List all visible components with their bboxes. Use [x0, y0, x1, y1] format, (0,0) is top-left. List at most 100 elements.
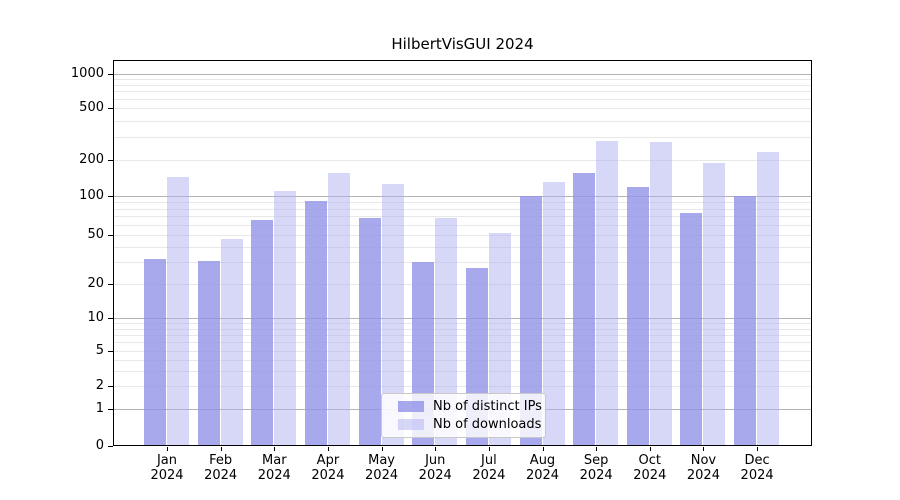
bar-distinct-ips — [144, 258, 166, 446]
minor-gridline — [113, 235, 812, 236]
x-tick-label: Feb 2024 — [204, 453, 238, 483]
x-tick-label: Oct 2024 — [633, 453, 667, 483]
y-tick-mark — [108, 284, 113, 285]
y-tick-mark — [108, 446, 113, 447]
legend-label-downloads: Nb of downloads — [433, 417, 542, 432]
minor-gridline — [113, 342, 812, 344]
x-tick-mark — [167, 447, 168, 451]
bar-downloads — [435, 217, 458, 446]
y-tick-mark — [108, 386, 113, 387]
y-tick-label: 0 — [95, 438, 104, 453]
y-tick-label: 500 — [79, 100, 104, 115]
bar-downloads — [757, 152, 780, 446]
bar-distinct-ips — [197, 260, 220, 446]
x-tick-mark — [488, 447, 490, 451]
y-tick-label: 10 — [87, 310, 104, 325]
y-tick-mark — [108, 74, 113, 75]
minor-gridline — [113, 323, 812, 325]
bar-distinct-ips — [358, 217, 381, 446]
y-tick-label: 5 — [95, 343, 104, 358]
x-tick-label: Sep 2024 — [579, 453, 613, 483]
bar-downloads — [381, 184, 404, 446]
plot-area — [113, 60, 812, 446]
minor-gridline — [113, 262, 812, 264]
minor-gridline — [113, 334, 812, 336]
x-tick-mark — [327, 447, 329, 451]
x-tick-label: Mar 2024 — [257, 453, 291, 483]
minor-gridline — [113, 84, 812, 86]
y-tick-mark — [108, 318, 113, 319]
bar-downloads — [327, 173, 350, 446]
x-tick-mark — [703, 447, 705, 451]
bar-distinct-ips — [626, 186, 649, 446]
x-tick-mark — [649, 447, 651, 451]
bar-downloads — [488, 232, 511, 446]
minor-gridline — [113, 79, 812, 81]
x-tick-mark — [435, 447, 437, 451]
y-tick-mark — [108, 409, 113, 410]
x-tick-label: Nov 2024 — [686, 453, 720, 483]
bar-distinct-ips — [251, 220, 274, 446]
y-tick-label: 2 — [95, 378, 104, 393]
x-tick-label: Jul 2024 — [472, 453, 506, 483]
legend-item-distinct-ips: Nb of distinct IPs — [390, 399, 542, 414]
x-tick-mark — [757, 447, 759, 451]
legend-swatch-downloads — [398, 419, 424, 430]
bar-downloads — [703, 162, 726, 446]
minor-gridline — [113, 160, 812, 161]
y-tick-label: 20 — [87, 276, 104, 291]
minor-gridline — [113, 284, 812, 285]
bar-distinct-ips — [680, 212, 703, 446]
major-gridline — [113, 74, 812, 75]
y-tick-mark — [108, 160, 113, 161]
y-tick-label: 50 — [87, 227, 104, 242]
bar-downloads — [649, 141, 672, 446]
minor-gridline — [113, 108, 812, 109]
y-tick-mark — [108, 235, 113, 236]
y-tick-label: 1 — [95, 401, 104, 416]
x-tick-mark — [274, 447, 276, 451]
minor-gridline — [113, 99, 812, 101]
minor-gridline — [113, 201, 812, 203]
bar-downloads — [542, 182, 565, 446]
x-tick-mark — [542, 447, 544, 451]
legend-label-distinct-ips: Nb of distinct IPs — [433, 399, 542, 414]
x-tick-label: Dec 2024 — [740, 453, 774, 483]
chart-title: HilbertVisGUI 2024 — [391, 35, 534, 53]
minor-gridline — [113, 386, 812, 387]
minor-gridline — [113, 351, 812, 352]
minor-gridline — [113, 359, 812, 361]
x-tick-label: Aug 2024 — [525, 453, 560, 483]
x-tick-mark — [596, 447, 598, 451]
major-gridline — [113, 318, 812, 319]
legend-item-downloads: Nb of downloads — [390, 417, 541, 432]
y-tick-label: 200 — [79, 152, 104, 167]
minor-gridline — [113, 216, 812, 218]
x-tick-label: Jun 2024 — [418, 453, 452, 483]
x-tick-mark — [220, 447, 222, 451]
y-tick-mark — [108, 351, 113, 352]
minor-gridline — [113, 328, 812, 330]
minor-gridline — [113, 120, 812, 122]
minor-gridline — [113, 91, 812, 93]
legend: Nb of distinct IPs Nb of downloads — [381, 393, 546, 438]
bar-distinct-ips — [304, 200, 327, 446]
bar-distinct-ips — [734, 196, 757, 446]
x-tick-label: Jan 2024 — [150, 453, 184, 483]
minor-gridline — [113, 208, 812, 210]
minor-gridline — [113, 370, 812, 372]
bar-distinct-ips — [573, 173, 596, 446]
bar-downloads — [220, 239, 243, 446]
minor-gridline — [113, 224, 812, 226]
x-tick-label: Apr 2024 — [311, 453, 345, 483]
bar-downloads — [167, 176, 189, 446]
y-tick-mark — [108, 108, 113, 109]
y-tick-mark — [108, 196, 113, 197]
major-gridline — [113, 196, 812, 197]
bar-downloads — [274, 191, 297, 446]
bar-downloads — [596, 140, 619, 446]
x-tick-label: May 2024 — [365, 453, 399, 483]
legend-swatch-distinct-ips — [398, 401, 424, 412]
minor-gridline — [113, 246, 812, 248]
